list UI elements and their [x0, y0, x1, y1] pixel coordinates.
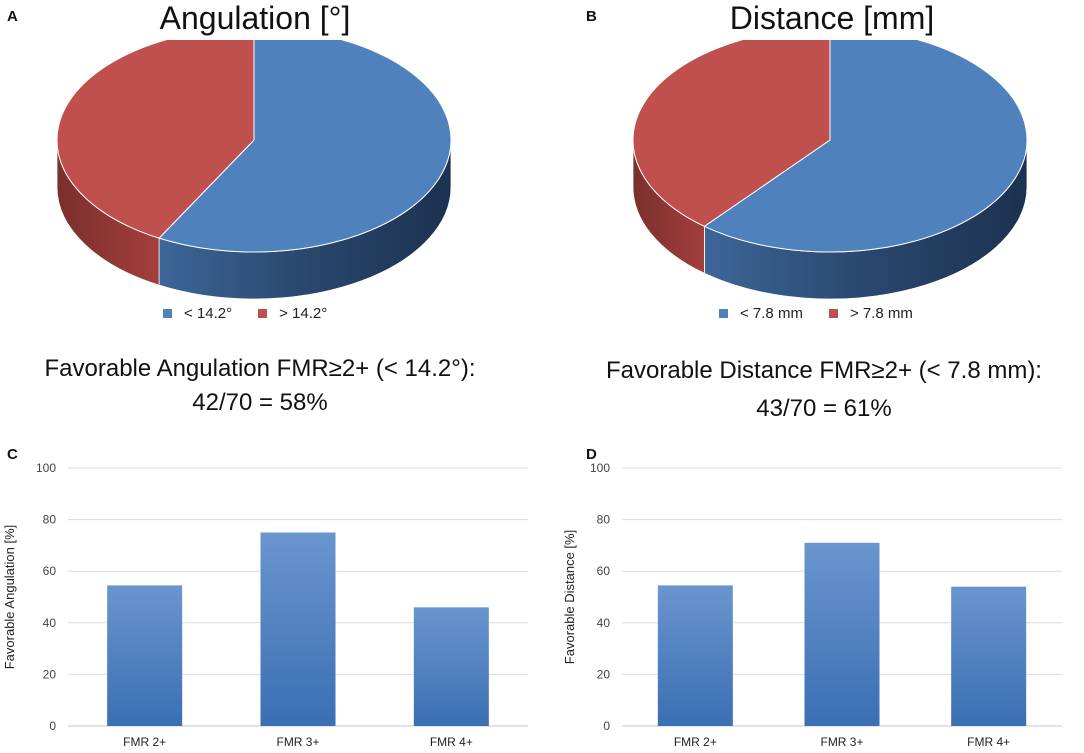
bar	[413, 607, 489, 726]
legend-swatch-blue	[163, 309, 172, 318]
y-tick-label: 20	[43, 667, 57, 681]
x-tick-label: FMR 3+	[820, 735, 863, 749]
pie-title-distance: Distance [mm]	[729, 0, 935, 36]
legend-item-below: < 7.8 mm	[719, 305, 803, 322]
legend-item-below: < 14.2°	[163, 305, 232, 322]
bar-chart-angulation: 0 20 40 60 80 100 FMR 2+ FMR 3+ FMR 4+ Favorable …	[2, 461, 528, 749]
summary-angulation-line2: 42/70 = 58%	[192, 389, 328, 416]
y-tick-label: 100	[36, 461, 56, 475]
x-tick-label: FMR 3+	[276, 735, 319, 749]
y-tick-label: 40	[597, 616, 611, 630]
panel-letter-d: D	[586, 446, 597, 463]
pie-title-angulation: Angulation [°]	[159, 0, 351, 36]
x-tick-label: FMR 4+	[967, 735, 1010, 749]
y-axis-label: Favorable Distance [%]	[562, 530, 577, 664]
legend-item-above: > 14.2°	[258, 305, 327, 322]
y-tick-label: 0	[49, 719, 56, 733]
y-tick-label: 40	[43, 616, 57, 630]
summary-distance-line1: Favorable Distance FMR≥2+ (< 7.8 mm):	[606, 357, 1042, 384]
pie-slice-above	[632, 40, 831, 227]
x-tick-label: FMR 4+	[430, 735, 473, 749]
legend-item-above: > 7.8 mm	[828, 305, 913, 322]
summary-angulation-line1: Favorable Angulation FMR≥2+ (< 14.2°):	[44, 355, 476, 382]
panel-letter-a: A	[7, 8, 18, 25]
bar	[804, 542, 880, 726]
y-tick-label: 100	[590, 461, 610, 475]
panel-letter-b: B	[586, 8, 597, 25]
legend-label: > 7.8 mm	[849, 305, 913, 322]
bar	[951, 586, 1027, 726]
y-tick-label: 80	[597, 513, 611, 527]
bar	[107, 585, 183, 726]
summary-distance-line2: 43/70 = 61%	[756, 395, 892, 422]
pie-slice-below	[158, 40, 452, 253]
legend-swatch-red	[258, 309, 268, 318]
pie-chart-angulation	[56, 40, 452, 300]
legend-label: < 7.8 mm	[740, 305, 803, 322]
x-tick-label: FMR 2+	[123, 735, 166, 749]
y-tick-label: 60	[597, 564, 611, 578]
y-tick-label: 20	[597, 667, 611, 681]
pie-slice-below	[703, 40, 1028, 253]
legend-swatch-red	[828, 309, 838, 318]
y-tick-label: 60	[43, 564, 57, 578]
pie-chart-distance	[632, 40, 1028, 300]
y-tick-label: 80	[43, 513, 57, 527]
y-tick-label: 0	[603, 719, 610, 733]
pie-legend-distance: < 7.8 mm > 7.8 mm	[719, 305, 939, 322]
y-axis-label: Favorable Angulation [%]	[2, 525, 17, 670]
legend-label: > 14.2°	[279, 305, 328, 322]
summary-angulation: Favorable Angulation FMR≥2+ (< 14.2°): 4…	[0, 352, 520, 420]
legend-swatch-blue	[719, 309, 728, 318]
x-tick-label: FMR 2+	[674, 735, 717, 749]
summary-distance: Favorable Distance FMR≥2+ (< 7.8 mm): 43…	[564, 352, 1084, 428]
panel-letter-c: C	[7, 446, 18, 463]
pie-legend-angulation: < 14.2° > 14.2°	[163, 305, 353, 322]
bar	[657, 585, 733, 726]
bar-chart-distance: 0 20 40 60 80 100 FMR 2+ FMR 3+ FMR 4+ Favorable …	[562, 461, 1062, 749]
legend-label: < 14.2°	[184, 305, 233, 322]
pie-slice-above	[56, 40, 255, 239]
bar	[260, 532, 336, 726]
